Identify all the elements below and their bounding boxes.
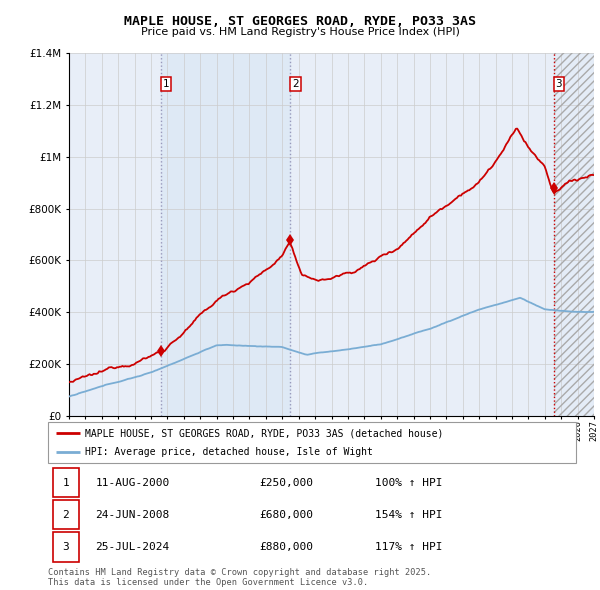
- Text: HPI: Average price, detached house, Isle of Wight: HPI: Average price, detached house, Isle…: [85, 447, 373, 457]
- Text: 2: 2: [292, 79, 298, 89]
- Text: MAPLE HOUSE, ST GEORGES ROAD, RYDE, PO33 3AS: MAPLE HOUSE, ST GEORGES ROAD, RYDE, PO33…: [124, 15, 476, 28]
- Bar: [53, 468, 79, 497]
- Bar: [161, 53, 290, 416]
- Text: 24-JUN-2008: 24-JUN-2008: [95, 510, 170, 520]
- Bar: [554, 53, 594, 416]
- Text: 117% ↑ HPI: 117% ↑ HPI: [376, 542, 443, 552]
- Text: 3: 3: [62, 542, 70, 552]
- Text: 25-JUL-2024: 25-JUL-2024: [95, 542, 170, 552]
- Text: £250,000: £250,000: [259, 478, 313, 488]
- Bar: [53, 532, 79, 562]
- Text: Contains HM Land Registry data © Crown copyright and database right 2025.
This d: Contains HM Land Registry data © Crown c…: [48, 568, 431, 587]
- Text: 3: 3: [556, 79, 562, 89]
- Bar: [53, 500, 79, 529]
- Text: Price paid vs. HM Land Registry's House Price Index (HPI): Price paid vs. HM Land Registry's House …: [140, 27, 460, 37]
- Text: 1: 1: [163, 79, 169, 89]
- Text: 1: 1: [62, 478, 70, 488]
- Text: £680,000: £680,000: [259, 510, 313, 520]
- Text: 154% ↑ HPI: 154% ↑ HPI: [376, 510, 443, 520]
- Text: 11-AUG-2000: 11-AUG-2000: [95, 478, 170, 488]
- Text: 100% ↑ HPI: 100% ↑ HPI: [376, 478, 443, 488]
- Text: 2: 2: [62, 510, 70, 520]
- Bar: [554, 53, 594, 416]
- Text: MAPLE HOUSE, ST GEORGES ROAD, RYDE, PO33 3AS (detached house): MAPLE HOUSE, ST GEORGES ROAD, RYDE, PO33…: [85, 428, 443, 438]
- Text: £880,000: £880,000: [259, 542, 313, 552]
